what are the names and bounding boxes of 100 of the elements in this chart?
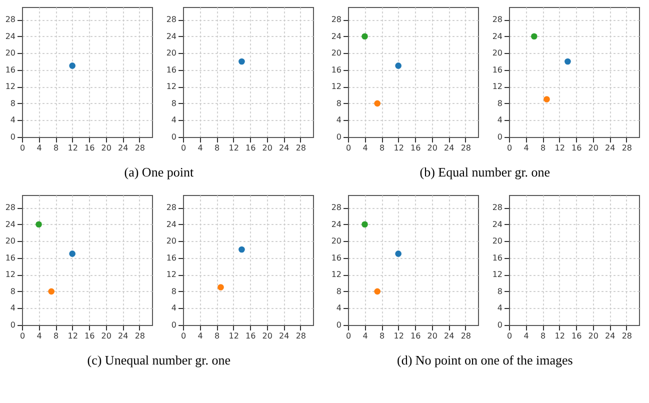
y-tick-label: 20 [492, 236, 502, 246]
y-tick-label: 8 [336, 98, 342, 108]
y-tick-label: 24 [492, 32, 502, 41]
y-tick-label: 28 [331, 203, 342, 212]
x-tick-label: 28 [134, 144, 146, 152]
x-tick-label: 16 [246, 332, 256, 340]
x-tick-label: 0 [506, 332, 512, 340]
y-tick-label: 4 [336, 304, 342, 313]
y-tick-label: 12 [492, 82, 502, 92]
y-tick-label: 12 [166, 270, 176, 280]
y-tick-label: 16 [492, 65, 502, 74]
y-tick-label: 28 [492, 15, 502, 24]
x-tick-label: 8 [214, 332, 220, 340]
x-tick-label: 20 [101, 144, 112, 152]
x-tick-label: 24 [279, 332, 290, 340]
x-tick-label: 20 [588, 144, 598, 152]
x-tick-label: 4 [362, 144, 368, 152]
x-tick-label: 0 [346, 144, 352, 152]
x-tick-label: 0 [180, 144, 186, 152]
y-tick-label: 16 [331, 65, 342, 74]
x-tick-label: 12 [394, 332, 404, 340]
y-tick-label: 4 [497, 116, 502, 125]
x-tick-label: 12 [68, 332, 78, 340]
y-tick-label: 28 [166, 15, 176, 24]
y-tick-label: 12 [5, 270, 16, 280]
y-tick-label: 0 [10, 132, 16, 142]
x-tick-label: 28 [134, 332, 146, 340]
y-tick-label: 28 [166, 203, 176, 212]
y-tick-label: 24 [166, 32, 176, 41]
x-tick-label: 12 [228, 144, 239, 152]
y-tick-label: 16 [5, 65, 16, 74]
y-tick-label: 0 [171, 132, 176, 142]
x-tick-label: 20 [427, 144, 438, 152]
x-tick-label: 24 [279, 144, 290, 152]
x-tick-label: 0 [346, 332, 352, 340]
y-tick-label: 24 [166, 220, 176, 229]
y-tick-label: 8 [171, 286, 176, 296]
x-tick-label: 24 [118, 332, 128, 340]
y-tick-label: 16 [166, 65, 176, 74]
y-tick-label: 8 [10, 98, 16, 108]
point [36, 221, 42, 228]
x-tick-label: 12 [554, 332, 565, 340]
x-tick-label: 8 [54, 332, 59, 340]
x-tick-label: 16 [246, 144, 256, 152]
x-tick-label: 4 [36, 332, 42, 340]
y-tick-label: 0 [171, 320, 176, 330]
point [531, 33, 538, 40]
y-tick-label: 0 [497, 320, 502, 330]
y-tick-label: 8 [497, 286, 502, 296]
y-tick-label: 24 [331, 220, 342, 229]
y-tick-label: 12 [331, 82, 342, 92]
y-tick-label: 20 [331, 48, 342, 58]
x-tick-label: 20 [427, 332, 438, 340]
x-tick-label: 12 [68, 144, 78, 152]
x-tick-label: 20 [262, 144, 272, 152]
point [362, 33, 368, 40]
y-tick-label: 0 [10, 320, 16, 330]
y-tick-label: 24 [492, 220, 502, 229]
x-tick-label: 24 [444, 332, 454, 340]
y-tick-label: 20 [5, 48, 16, 58]
point [544, 96, 550, 102]
x-tick-label: 0 [20, 332, 26, 340]
x-tick-label: 16 [572, 332, 582, 340]
x-tick-label: 4 [36, 144, 42, 152]
y-tick-label: 8 [10, 286, 16, 296]
x-tick-label: 20 [101, 332, 112, 340]
y-tick-label: 12 [331, 270, 342, 280]
x-tick-label: 28 [622, 332, 632, 340]
y-tick-label: 8 [171, 98, 176, 108]
text: (c) Unequal number gr. one [87, 352, 231, 368]
text: (d) No point on one of the images [396, 352, 573, 368]
y-tick-label: 4 [171, 116, 176, 125]
x-tick-label: 28 [460, 332, 472, 340]
x-tick-label: 0 [20, 144, 26, 152]
y-tick-label: 4 [10, 116, 16, 125]
point [395, 250, 402, 257]
y-tick-label: 12 [5, 82, 16, 92]
y-tick-label: 20 [331, 236, 342, 246]
x-tick-label: 12 [228, 332, 239, 340]
x-tick-label: 4 [524, 332, 529, 340]
y-tick-label: 24 [5, 32, 16, 41]
y-tick-label: 12 [492, 270, 502, 280]
y-tick-label: 24 [5, 220, 16, 229]
x-tick-label: 8 [54, 144, 59, 152]
x-tick-label: 8 [214, 144, 220, 152]
x-tick-label: 0 [180, 332, 186, 340]
x-tick-label: 8 [540, 144, 546, 152]
x-tick-label: 28 [460, 144, 472, 152]
y-tick-label: 28 [331, 15, 342, 24]
x-tick-label: 20 [262, 332, 272, 340]
x-tick-label: 8 [380, 332, 385, 340]
y-tick-label: 16 [492, 253, 502, 262]
y-tick-label: 4 [336, 116, 342, 125]
y-tick-label: 28 [5, 203, 16, 212]
y-tick-label: 28 [492, 203, 502, 212]
x-tick-label: 24 [605, 332, 616, 340]
y-tick-label: 24 [331, 32, 342, 41]
x-tick-label: 8 [540, 332, 546, 340]
y-tick-label: 8 [336, 286, 342, 296]
x-tick-label: 28 [296, 144, 306, 152]
